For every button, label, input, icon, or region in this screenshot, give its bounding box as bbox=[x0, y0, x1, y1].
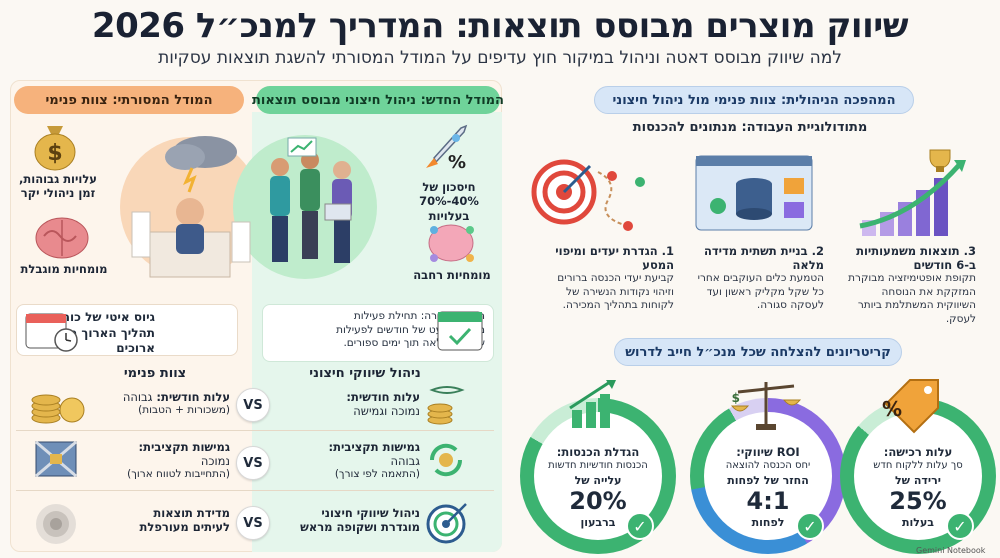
marketing-roi-text: ROI שיווקי: יחס הכנסה להוצאה החזר של לפח… bbox=[725, 445, 811, 529]
calendar-clock-icon bbox=[25, 313, 78, 352]
outsourced-monthly-cost-title: עלות חודשית: bbox=[346, 390, 420, 404]
methodology-title: מתודולוגיית העבודה: מנתונים להכנסות bbox=[632, 120, 868, 135]
growth-chart-trophy-icon bbox=[859, 149, 966, 236]
outsourced-results-title: ניהול שיווקי חיצוני bbox=[321, 506, 420, 520]
inhouse-monthly-cost-title: עלות חודשית: גבוהה bbox=[122, 390, 230, 404]
outsourced-results-value: מוגדרת ושקופה מראש bbox=[300, 520, 420, 534]
inhouse-results-value: לעיתים מעורפלת bbox=[139, 520, 230, 534]
step-3-title: 3. תוצאות משמעותיות ב-6 חודשים bbox=[856, 244, 976, 273]
inhouse-budget-flex-value: נמוכה bbox=[200, 454, 230, 468]
limited-expertise-label: מומחיות מוגבלת bbox=[20, 262, 108, 276]
money-bag-icon: $ bbox=[34, 126, 76, 171]
price-tag-percent-icon: % bbox=[882, 379, 939, 434]
revolution-heading: המהפכה הניהולית: צוות פנימי מול ניהול חי… bbox=[594, 86, 914, 114]
coins-icon bbox=[31, 394, 85, 424]
traditional-model-heading: המודל המסורתי: צוות פנימי bbox=[14, 86, 244, 114]
team-scene-illustration bbox=[120, 135, 377, 279]
vs-badge: VS bbox=[236, 388, 270, 422]
step-1-title: 1. הגדרת יעדים ומיפוי המסע bbox=[555, 244, 674, 273]
footer-brand: Gemini Notebook bbox=[916, 546, 986, 555]
cost-savings-label: חיסכון של 40%-70% בעלויות bbox=[419, 180, 479, 223]
outsourced-budget-flex-note: (התאמה לפי צורך) bbox=[334, 468, 420, 480]
row-divider bbox=[16, 430, 494, 431]
acquisition-cost-text: עלות רכישה: סך עלות ללקוח חדש ירידה של 2… bbox=[873, 445, 963, 529]
outsourced-budget-flex-title: גמישות תקציבית: bbox=[328, 440, 420, 454]
inhouse-monthly-cost-note: (משכורות + הטבות) bbox=[138, 404, 230, 416]
brain-icon bbox=[35, 217, 89, 259]
step-1-description: קביעת יעדי הכנסה ברורים וזיהוי נקודות הנ… bbox=[557, 272, 674, 312]
check-icon: ✓ bbox=[946, 512, 974, 540]
check-icon: ✓ bbox=[626, 512, 654, 540]
high-cost-label: עלויות גבוהות, זמן ניהולי יקר bbox=[19, 172, 97, 201]
vs-badge: VS bbox=[236, 446, 270, 480]
locked-chain-icon bbox=[35, 440, 77, 478]
criteria-heading: קריטריונים להצלחה שכל מנכ״ל חייב לדרוש bbox=[614, 338, 902, 366]
page-title: שיווק מוצרים מבוסס תוצאות: המדריך למנכ״ל… bbox=[91, 6, 909, 46]
step-3-description: תקופת אופטימיזציה מבוקרת המזקקת את הנוסח… bbox=[848, 272, 976, 325]
target-map-icon bbox=[531, 159, 645, 231]
svg-text:$: $ bbox=[47, 141, 62, 166]
svg-text:%: % bbox=[882, 397, 902, 421]
outsourced-column-header: ניהול שיווקי חיצוני bbox=[309, 366, 421, 381]
inhouse-budget-flex-note: (התחייבות לטווח ארוך) bbox=[127, 468, 230, 480]
cycle-arrows-icon bbox=[429, 443, 463, 477]
broad-expertise-label: מומחיות רחבה bbox=[413, 268, 491, 282]
row-divider bbox=[16, 490, 494, 491]
outsourced-monthly-cost-value: נמוכה וגמישה bbox=[353, 404, 420, 418]
inhouse-column-header: צוות פנימי bbox=[123, 366, 187, 381]
vs-badge: VS bbox=[236, 506, 270, 540]
new-model-heading: המודל החדש: ניהול חיצוני מבוסס תוצאות bbox=[252, 86, 504, 114]
outsourced-budget-flex-value: גבוהה bbox=[390, 454, 420, 468]
svg-text:%: % bbox=[448, 152, 466, 173]
inhouse-results-title: מדידת תוצאות bbox=[153, 506, 230, 520]
revenue-growth-text: הגדלת הכנסות: הכנסות חודשיות חדשות עלייה… bbox=[548, 445, 648, 529]
page-subtitle: למה שיווק מבוסס דאטה וניהול במיקור חוץ ע… bbox=[158, 48, 842, 68]
step-2-description: הטמעת כלים העוקבים אחרי כל שקל מקליק ראש… bbox=[697, 272, 824, 312]
network-brain-icon bbox=[428, 224, 474, 262]
spring-coins-icon bbox=[427, 386, 465, 425]
svg-text:$: $ bbox=[732, 391, 740, 405]
calendar-check-icon bbox=[437, 311, 483, 351]
bar-chart-arrow-icon bbox=[569, 380, 616, 428]
database-dashboard-icon bbox=[695, 155, 813, 231]
blurry-target-icon bbox=[36, 504, 76, 544]
target-arrow-icon bbox=[426, 503, 467, 544]
inhouse-budget-flex-title: גמישות תקציבית: bbox=[138, 440, 230, 454]
check-icon: ✓ bbox=[796, 512, 824, 540]
step-2-title: 2. בניית תשתית מדידה מלאה bbox=[703, 244, 824, 273]
rocket-icon: % bbox=[426, 124, 468, 173]
balance-scale-icon: $ bbox=[730, 382, 802, 430]
